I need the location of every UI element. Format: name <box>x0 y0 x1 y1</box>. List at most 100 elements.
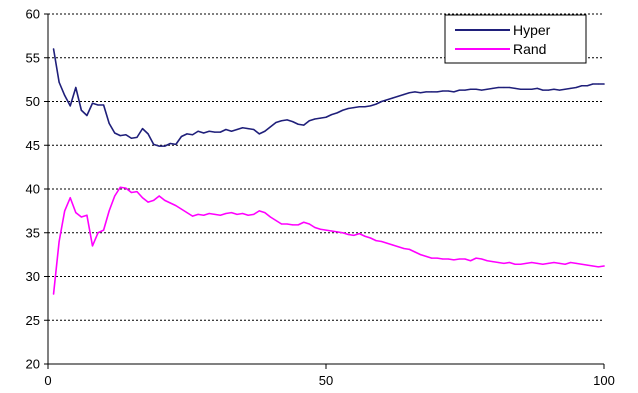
data-point-rand <box>119 186 121 188</box>
data-point-hyper <box>492 87 494 89</box>
data-point-hyper <box>531 88 533 90</box>
data-point-hyper <box>242 127 244 129</box>
data-point-hyper <box>392 97 394 99</box>
data-point-hyper <box>570 87 572 89</box>
data-point-hyper <box>319 117 322 119</box>
data-point-hyper <box>481 89 483 91</box>
data-point-rand <box>164 199 166 201</box>
y-tick-label-5: 45 <box>26 138 40 153</box>
x-tick-label-0: 0 <box>44 373 51 388</box>
data-point-hyper <box>214 131 216 133</box>
data-point-hyper <box>458 89 461 91</box>
data-point-rand <box>236 213 238 215</box>
series-layer <box>52 48 605 295</box>
data-point-hyper <box>197 130 199 132</box>
data-point-rand <box>475 257 477 259</box>
data-point-hyper <box>180 135 183 138</box>
data-point-rand <box>364 235 366 237</box>
data-point-rand <box>264 212 266 214</box>
data-point-hyper <box>64 94 66 96</box>
data-point-rand <box>481 258 483 260</box>
y-tick-label-6: 50 <box>26 94 40 109</box>
data-point-hyper <box>414 91 416 93</box>
data-point-hyper <box>158 145 160 147</box>
data-point-hyper <box>408 92 410 94</box>
data-point-rand <box>125 187 127 189</box>
data-point-rand <box>136 191 138 193</box>
data-point-rand <box>469 260 472 262</box>
data-point-hyper <box>542 89 544 91</box>
data-point-rand <box>69 197 71 199</box>
data-point-rand <box>219 214 221 216</box>
data-point-rand <box>275 219 277 222</box>
data-point-rand <box>280 223 283 225</box>
data-point-rand <box>319 228 322 230</box>
data-point-rand <box>91 245 94 247</box>
data-point-rand <box>253 213 255 215</box>
data-point-rand <box>325 229 327 231</box>
x-tick-label-2: 100 <box>593 373 615 388</box>
data-point-rand <box>492 261 494 263</box>
data-point-rand <box>191 215 194 217</box>
data-point-hyper <box>108 122 110 124</box>
data-point-rand <box>375 240 377 242</box>
data-point-hyper <box>397 95 399 97</box>
data-point-hyper <box>453 91 455 93</box>
data-point-hyper <box>103 104 105 106</box>
data-point-rand <box>414 251 416 253</box>
data-point-hyper <box>175 143 177 145</box>
data-point-hyper <box>547 89 550 91</box>
series-hyper <box>52 48 605 147</box>
data-point-hyper <box>469 88 472 90</box>
data-point-hyper <box>203 132 205 134</box>
data-point-hyper <box>558 89 561 91</box>
data-point-hyper <box>419 92 422 94</box>
data-point-hyper <box>292 121 294 123</box>
data-point-rand <box>486 260 488 262</box>
data-point-hyper <box>125 134 127 136</box>
data-point-rand <box>458 258 461 260</box>
data-point-hyper <box>336 112 338 114</box>
data-point-rand <box>297 224 299 226</box>
gridlines <box>48 13 604 321</box>
data-point-rand <box>431 257 433 259</box>
data-point-rand <box>292 224 294 226</box>
data-point-hyper <box>597 83 600 85</box>
data-point-rand <box>347 233 349 236</box>
data-point-rand <box>514 263 516 265</box>
data-point-rand <box>141 197 144 199</box>
data-point-rand <box>242 212 244 215</box>
data-point-rand <box>247 214 249 216</box>
data-point-rand <box>397 246 399 248</box>
data-point-hyper <box>536 87 538 89</box>
data-point-hyper <box>325 116 327 118</box>
data-point-hyper <box>236 128 238 131</box>
data-point-rand <box>153 199 155 201</box>
y-tick-label-0: 20 <box>26 357 40 372</box>
data-point-hyper <box>119 135 121 137</box>
data-point-rand <box>358 233 360 235</box>
data-point-hyper <box>581 85 583 87</box>
data-point-rand <box>570 261 572 264</box>
data-point-hyper <box>114 132 116 134</box>
data-point-hyper <box>436 91 438 93</box>
data-point-hyper <box>86 114 88 117</box>
y-tick-label-2: 30 <box>26 269 40 284</box>
data-point-rand <box>531 261 533 264</box>
data-point-rand <box>553 261 555 264</box>
data-point-rand <box>158 195 160 197</box>
data-point-rand <box>558 262 561 264</box>
data-point-hyper <box>269 126 271 128</box>
data-point-rand <box>75 212 77 214</box>
data-point-hyper <box>219 131 221 133</box>
data-point-rand <box>392 244 394 246</box>
data-point-rand <box>419 254 422 256</box>
data-point-hyper <box>464 89 466 91</box>
data-point-rand <box>520 263 522 265</box>
data-point-hyper <box>425 91 427 93</box>
data-point-hyper <box>347 107 349 110</box>
data-point-rand <box>58 240 60 243</box>
x-tick-label-1: 50 <box>319 373 333 388</box>
data-point-hyper <box>258 133 260 135</box>
